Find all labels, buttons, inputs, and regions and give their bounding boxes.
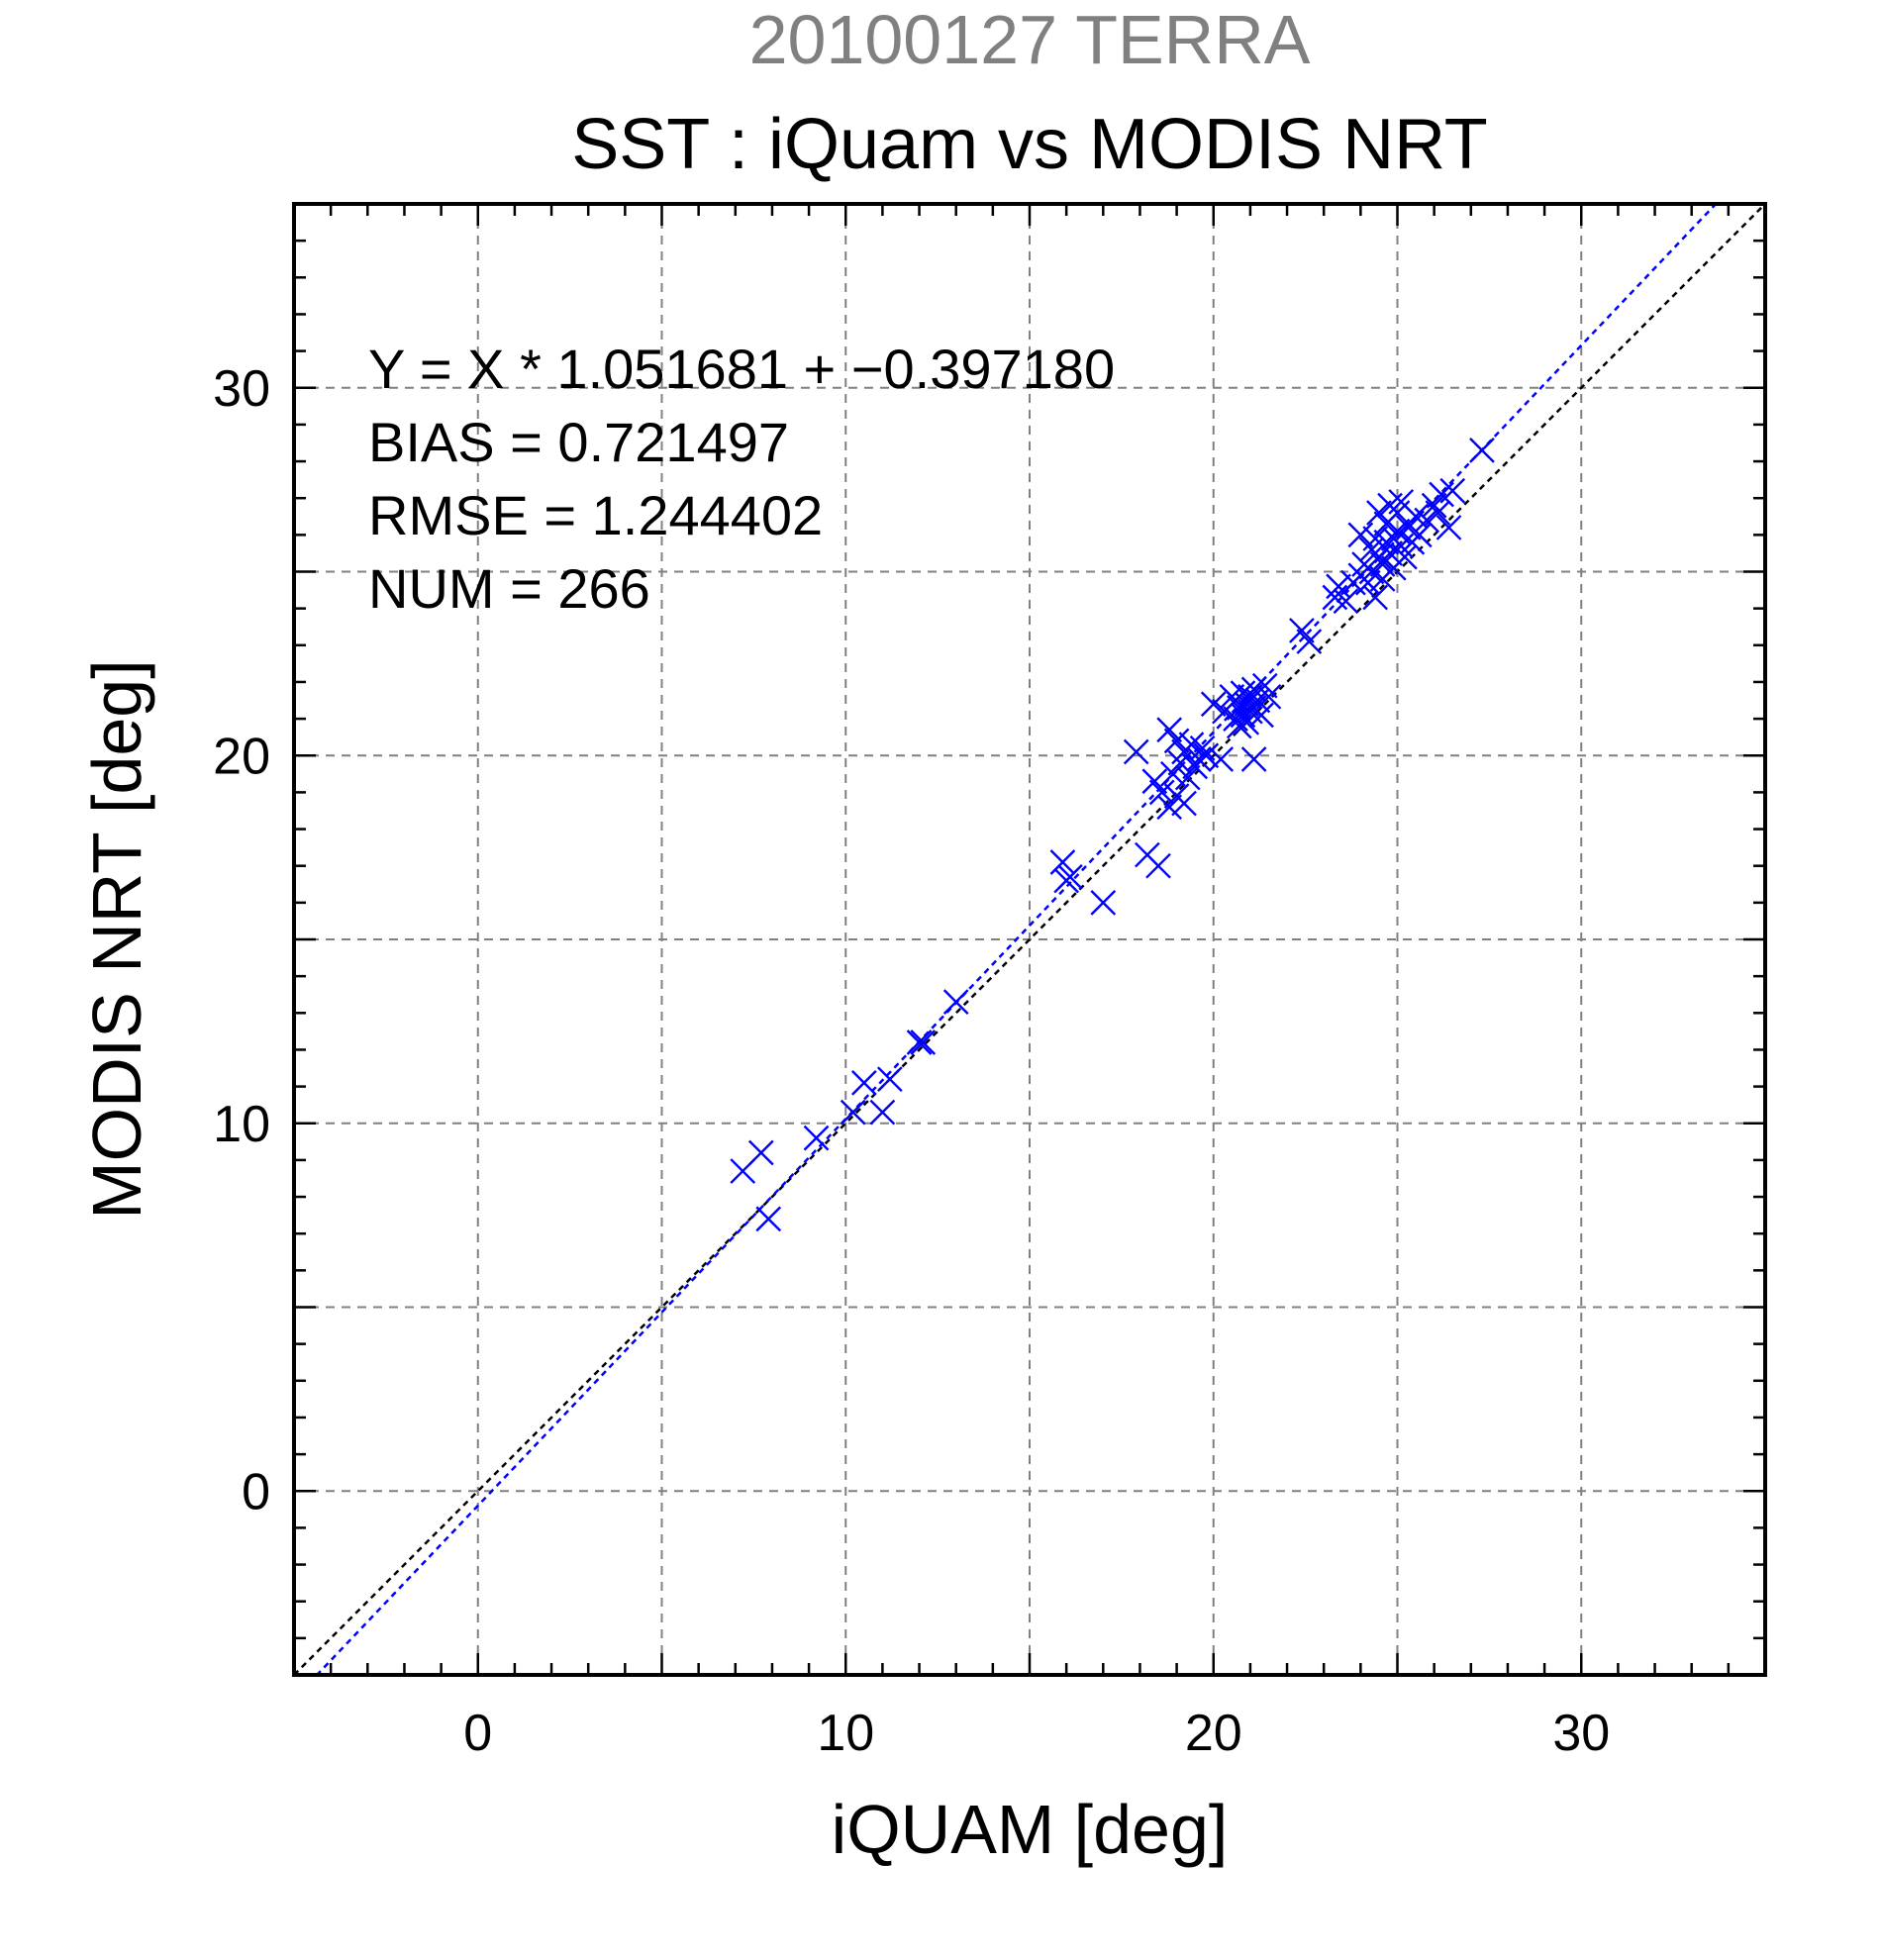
- data-point: [1414, 507, 1440, 534]
- y-tick-label: 0: [242, 1463, 270, 1520]
- data-point: [850, 1070, 877, 1096]
- data-point: [1145, 852, 1171, 879]
- data-point: [803, 1125, 830, 1151]
- data-point: [1193, 742, 1220, 769]
- data-point: [1439, 477, 1466, 504]
- data-point: [1362, 584, 1389, 611]
- data-point: [755, 1206, 782, 1232]
- data-point: [910, 1029, 937, 1055]
- y-tick-label: 20: [213, 728, 270, 785]
- x-axis-label: iQUAM [deg]: [832, 1791, 1229, 1868]
- x-tick-label: 10: [817, 1705, 874, 1762]
- data-point: [1255, 683, 1282, 710]
- data-point: [1200, 691, 1227, 718]
- data-point: [1240, 746, 1267, 772]
- data-point: [1395, 515, 1422, 540]
- data-point: [1171, 790, 1197, 817]
- reference-lines: [294, 204, 1765, 1675]
- data-point: [1436, 515, 1462, 540]
- data-point: [1148, 779, 1175, 806]
- data-point: [869, 1099, 896, 1126]
- data-point: [1326, 573, 1351, 600]
- data-point: [942, 989, 969, 1016]
- plot-frame: [292, 202, 1767, 1677]
- y-tick-label: 10: [213, 1096, 270, 1153]
- data-point: [906, 1029, 933, 1055]
- data-point: [1377, 540, 1403, 566]
- num-label: NUM = 266: [368, 557, 650, 620]
- identity-line: [294, 204, 1765, 1675]
- data-points: [730, 438, 1495, 1232]
- rmse-label: RMSE = 1.244402: [368, 484, 823, 546]
- chart-title: SST : iQuam vs MODIS NRT: [571, 105, 1488, 184]
- bias-label: BIAS = 0.721497: [368, 411, 789, 473]
- data-point: [1123, 738, 1149, 765]
- data-point: [1160, 760, 1186, 787]
- data-point: [1421, 492, 1447, 519]
- data-point: [1296, 629, 1323, 654]
- data-point: [1425, 500, 1451, 526]
- data-point: [1333, 588, 1359, 615]
- data-point: [840, 1099, 866, 1126]
- chart-supertitle: 20100127 TERRA: [749, 1, 1311, 78]
- data-point: [1248, 702, 1274, 729]
- data-point: [1057, 863, 1083, 890]
- grid-lines: [294, 204, 1765, 1675]
- data-point: [1189, 735, 1216, 761]
- fit-line: [315, 204, 1718, 1675]
- y-tick-label: 30: [213, 360, 270, 418]
- x-tick-label: 30: [1552, 1705, 1610, 1762]
- data-point: [1406, 522, 1433, 548]
- data-point: [1156, 794, 1183, 821]
- data-point: [1174, 764, 1201, 791]
- axis-ticks: 0 0 10 10 20 20 30 30: [213, 204, 1765, 1762]
- data-point: [1156, 717, 1183, 743]
- data-point: [1289, 618, 1315, 643]
- x-tick-label: 20: [1185, 1705, 1242, 1762]
- data-point: [1141, 768, 1168, 795]
- fit-equation-label: Y = X * 1.051681 + −0.397180: [368, 338, 1115, 400]
- data-point: [1163, 728, 1190, 754]
- x-tick-label: 0: [463, 1705, 492, 1762]
- data-point: [1090, 890, 1117, 916]
- data-point: [1347, 522, 1374, 548]
- y-axis-label: MODIS NRT [deg]: [78, 659, 155, 1219]
- data-point: [747, 1139, 774, 1166]
- stats-block: Y = X * 1.051681 + −0.397180 BIAS = 0.72…: [368, 338, 1115, 620]
- data-point: [1208, 746, 1235, 772]
- data-point: [876, 1066, 903, 1093]
- data-point: [1392, 543, 1418, 570]
- data-point: [1469, 438, 1495, 463]
